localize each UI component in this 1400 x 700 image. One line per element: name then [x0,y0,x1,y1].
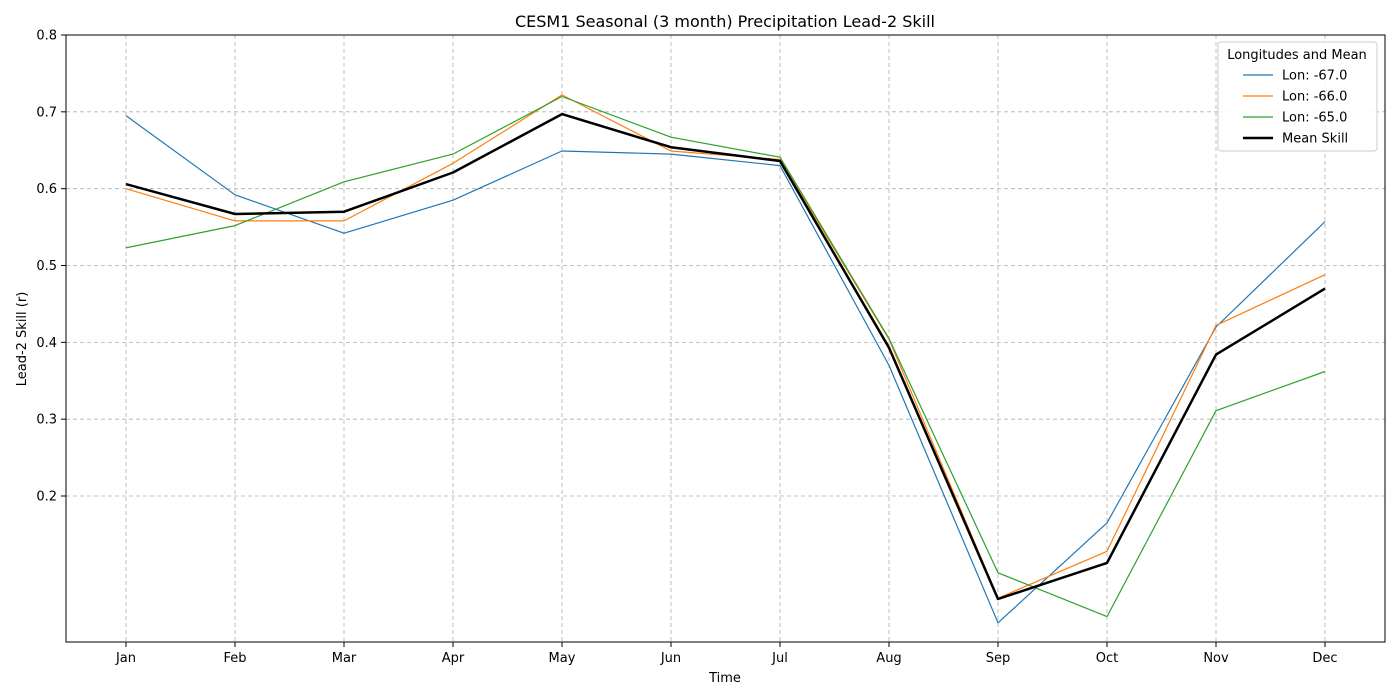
legend-label: Lon: -66.0 [1282,90,1347,105]
x-tick-label: Aug [876,651,901,666]
series-line-0 [125,115,1326,624]
y-tick-label: 0.7 [36,105,57,120]
y-axis: 0.2 0.3 0.4 0.5 0.6 0.7 0.8 [36,29,66,505]
y-tick-label: 0.6 [36,182,57,197]
y-tick-label: 0.5 [36,259,57,274]
x-tick-label: Sep [986,651,1011,666]
x-tick-label: Dec [1312,651,1337,666]
legend-frame [1217,41,1378,152]
y-tick-label: 0.8 [36,29,57,44]
x-tick-label: Feb [223,651,246,666]
chart-title: CESM1 Seasonal (3 month) Precipitation L… [515,12,935,31]
y-tick-label: 0.2 [36,490,57,505]
grid [66,34,1385,642]
x-tick-label: Nov [1203,651,1229,666]
series-line-mean [125,112,1326,601]
legend-items: Lon: -67.0 Lon: -66.0 Lon: -65.0 Mean Skill [1243,69,1348,147]
x-tick-label: Jul [771,651,788,666]
legend-label: Mean Skill [1282,132,1348,147]
y-tick-label: 0.3 [36,413,57,428]
x-tick-label: Jan [115,651,136,666]
x-tick-label: Jun [660,651,681,666]
x-tick-label: Oct [1096,651,1118,666]
x-tick-label: Apr [442,651,465,666]
y-axis-label: Lead-2 Skill (r) [15,292,30,387]
x-axis-label: Time [708,671,741,686]
series-line-2 [125,95,1326,618]
plot-area-frame [65,34,1386,643]
legend: Longitudes and Mean Lon: -67.0 Lon: -66.0… [1217,41,1378,152]
x-tick-label: May [549,651,576,666]
y-tick-label: 0.4 [36,336,57,351]
legend-label: Lon: -65.0 [1282,111,1347,126]
legend-label: Lon: -67.0 [1282,69,1347,84]
series-lines [125,94,1326,624]
legend-title: Longitudes and Mean [1227,48,1367,63]
x-tick-label: Mar [332,651,357,666]
series-line-1 [125,94,1326,599]
x-axis: Jan Feb Mar Apr May Jun Jul Aug Sep Oct Nov Dec [115,642,1338,666]
